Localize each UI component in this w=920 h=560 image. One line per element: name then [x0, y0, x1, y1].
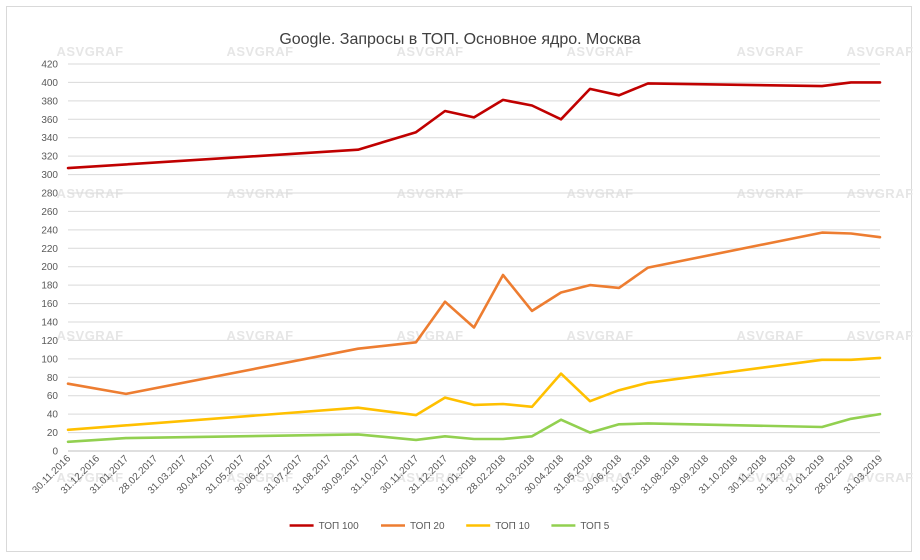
legend: ТОП 100 ТОП 20 ТОП 10 ТОП 5: [289, 521, 610, 532]
series-line-2: [66, 231, 882, 396]
watermark-text: ASVGRAF: [566, 44, 633, 59]
watermark-text: ASVGRAF: [56, 470, 123, 485]
y-tick-label: 360: [41, 115, 58, 126]
chart-frame: [6, 6, 912, 552]
watermark-text: ASVGRAF: [566, 328, 633, 343]
watermark-text: ASVGRAF: [396, 470, 463, 485]
y-tick-label: 240: [41, 225, 58, 236]
watermark-text: ASVGRAF: [226, 328, 293, 343]
y-tick-label: 280: [41, 189, 58, 200]
y-axis-ticks: 0 20 40 60 80 100 120 140 160 180 200 220 240 260 280 3…: [41, 60, 58, 458]
series-line-1: [66, 81, 882, 170]
watermark-text: ASVGRAF: [736, 44, 803, 59]
y-tick-label: 80: [47, 373, 59, 384]
y-tick-label: 120: [41, 336, 58, 347]
chart-title: Google. Запросы в ТОП. Основное ядро. Мо…: [279, 31, 640, 48]
watermark-text: ASVGRAF: [846, 470, 913, 485]
y-tick-label: 60: [47, 391, 59, 402]
watermark-text: ASVGRAF: [226, 44, 293, 59]
y-tick-label: 260: [41, 207, 58, 218]
watermark-text: ASVGRAF: [56, 44, 123, 59]
y-tick-label: 180: [41, 281, 58, 292]
y-tick-label: 0: [52, 447, 58, 458]
y-tick-label: 320: [41, 152, 58, 163]
y-tick-label: 140: [41, 318, 58, 329]
y-tick-label: 300: [41, 170, 58, 181]
y-tick-label: 160: [41, 299, 58, 310]
legend-label: ТОП 100: [319, 521, 360, 532]
watermark-text: ASVGRAF: [846, 328, 913, 343]
series-line-3: [66, 356, 882, 432]
watermark-text: ASVGRAF: [226, 470, 293, 485]
gridlines: [68, 63, 880, 452]
y-tick-label: 20: [47, 428, 59, 439]
legend-label: ТОП 5: [580, 521, 609, 532]
watermark-text: ASVGRAF: [396, 44, 463, 59]
series-lines: [66, 81, 882, 444]
y-tick-label: 200: [41, 262, 58, 273]
legend-label: ТОП 20: [410, 521, 445, 532]
series-line-4: [66, 412, 882, 444]
y-tick-label: 400: [41, 78, 58, 89]
watermark-text: ASVGRAF: [846, 44, 913, 59]
watermark-text: ASVGRAF: [56, 328, 123, 343]
y-tick-label: 380: [41, 96, 58, 107]
legend-label: ТОП 10: [495, 521, 530, 532]
watermark-text: ASVGRAF: [566, 470, 633, 485]
y-tick-label: 100: [41, 354, 58, 365]
y-tick-label: 40: [47, 410, 59, 421]
watermark-text: ASVGRAF: [736, 470, 803, 485]
watermark-text: ASVGRAF: [396, 328, 463, 343]
y-tick-label: 420: [41, 60, 58, 71]
y-tick-label: 340: [41, 133, 58, 144]
y-tick-label: 220: [41, 244, 58, 255]
watermark-text: ASVGRAF: [736, 328, 803, 343]
